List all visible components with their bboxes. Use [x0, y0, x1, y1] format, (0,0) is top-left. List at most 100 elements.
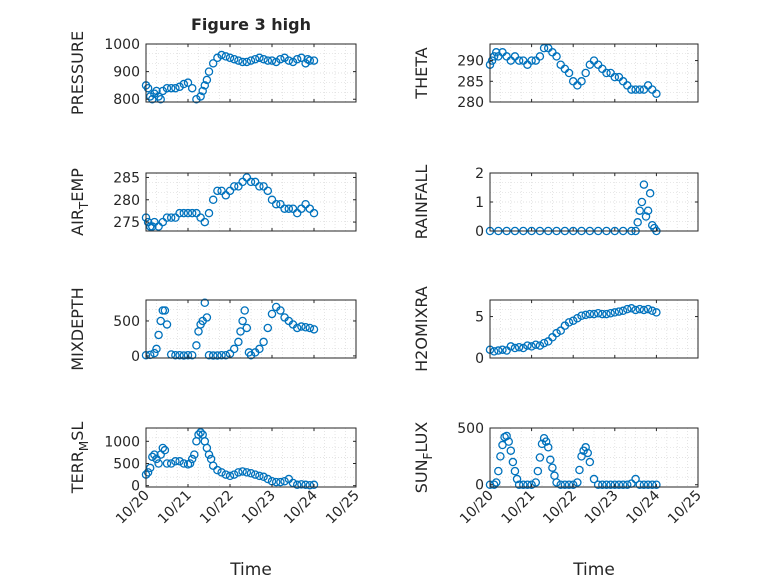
y-tick-label: 0 — [475, 478, 484, 494]
y-tick-label: 285 — [457, 74, 484, 90]
data-point — [514, 56, 524, 65]
data-point — [647, 480, 657, 489]
data-point — [301, 199, 310, 209]
data-point — [535, 341, 545, 350]
data-point — [267, 309, 277, 319]
data-point — [271, 477, 281, 487]
data-point — [535, 52, 545, 61]
data-point — [158, 443, 168, 453]
data-point — [148, 452, 157, 462]
y-tick-label: 2 — [475, 166, 484, 182]
data-point — [637, 197, 647, 207]
data-point — [204, 67, 214, 76]
data-point — [305, 323, 315, 333]
y-tick-label: 1000 — [104, 434, 140, 450]
y-tick-label: 290 — [457, 54, 484, 70]
data-point — [598, 480, 607, 489]
data-point — [297, 204, 306, 213]
data-point — [196, 213, 205, 222]
data-point — [301, 323, 310, 332]
data-point — [217, 350, 226, 360]
data-point — [179, 208, 189, 218]
data-point — [309, 480, 319, 490]
data-point — [225, 186, 235, 196]
data-point — [602, 68, 611, 78]
data-point — [288, 204, 298, 213]
data-point — [213, 351, 222, 360]
data-point — [288, 57, 298, 67]
x-tick-label: 10/25 — [323, 488, 363, 528]
data-point — [489, 347, 499, 356]
data-point — [200, 81, 210, 90]
data-point — [556, 326, 565, 335]
data-point — [148, 222, 157, 231]
data-point — [202, 75, 212, 85]
data-point — [510, 343, 520, 353]
axes-mixdepth: 0 500 MIXDEPTH — [68, 287, 357, 371]
data-point — [238, 467, 247, 476]
data-point — [537, 439, 547, 449]
data-point — [581, 68, 590, 78]
data-point — [240, 306, 249, 315]
x-axis-label: Time — [229, 560, 272, 580]
data-point — [593, 309, 603, 318]
y-tick-label: 285 — [113, 170, 140, 186]
y-tick-label: 800 — [113, 92, 140, 108]
y-axis-label-subscript: M — [77, 441, 91, 451]
data-point — [204, 208, 214, 218]
data-point — [527, 56, 536, 65]
axes-air_temp: 275 280 285 AIRTEMP — [68, 168, 357, 236]
data-point — [150, 450, 159, 459]
data-point — [143, 217, 153, 227]
x-tick-label: 10/23 — [582, 488, 622, 528]
data-point — [297, 53, 306, 63]
data-point — [259, 54, 268, 64]
data-point — [162, 213, 172, 222]
data-point — [589, 474, 599, 484]
data-point — [568, 316, 578, 325]
data-point — [179, 351, 189, 360]
axes-h2omixra: 0 5 H2OMIXRA — [412, 286, 699, 372]
data-point — [280, 204, 289, 213]
y-axis-label-part: SL — [68, 422, 87, 441]
y-tick-label: 0 — [475, 351, 484, 367]
data-point — [183, 350, 193, 360]
data-point — [213, 186, 222, 196]
data-point — [635, 480, 645, 489]
x-tick-label: 10/22 — [197, 488, 237, 528]
data-point — [284, 204, 294, 213]
data-point — [301, 480, 310, 490]
data-point — [267, 56, 277, 65]
data-point — [221, 52, 231, 61]
data-point — [641, 212, 651, 221]
data-point — [577, 452, 586, 461]
data-point — [618, 306, 628, 316]
data-point — [213, 465, 222, 475]
data-point — [192, 94, 201, 104]
data-point — [171, 350, 180, 360]
y-tick-label: 500 — [113, 314, 140, 330]
data-point — [198, 86, 207, 96]
data-point — [175, 208, 184, 218]
data-point — [229, 470, 239, 479]
data-point — [564, 480, 574, 489]
data-point — [229, 182, 239, 191]
data-point — [639, 180, 649, 189]
data-point — [512, 474, 522, 484]
data-point — [171, 213, 180, 222]
data-point — [143, 83, 153, 93]
data-point — [303, 54, 312, 64]
x-tick-label: 10/24 — [281, 487, 321, 527]
data-point — [305, 204, 315, 213]
data-point — [564, 318, 574, 327]
data-point — [229, 54, 239, 64]
axes-sun_flux: 10/20 10/21 10/22 10/23 10/24 10/250500SUNFLU… — [412, 421, 705, 580]
data-point — [610, 480, 620, 489]
y-tick-label: 280 — [113, 193, 140, 209]
data-point — [166, 83, 176, 93]
data-point — [250, 177, 260, 187]
data-point — [271, 199, 281, 209]
data-point — [190, 450, 199, 459]
data-point — [643, 480, 653, 489]
